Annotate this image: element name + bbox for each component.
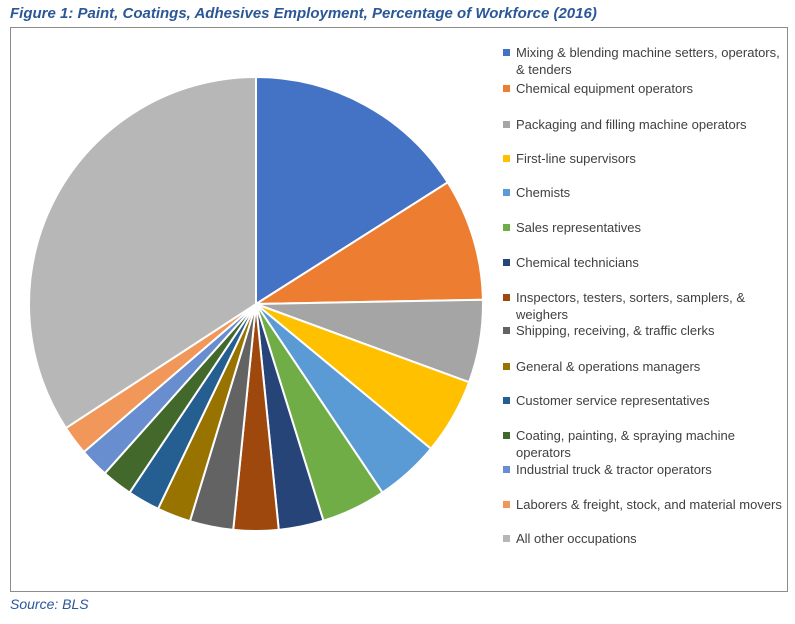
legend-label: Chemists <box>516 185 571 200</box>
legend-swatch <box>503 224 510 231</box>
legend-label: Packaging and filling machine operators <box>516 117 747 132</box>
legend-swatch <box>503 327 510 334</box>
legend-swatch <box>503 466 510 473</box>
figure-title: Figure 1: Paint, Coatings, Adhesives Emp… <box>10 5 597 22</box>
legend-label: All other occupations <box>516 531 637 546</box>
source-note: Source: BLS <box>10 596 89 612</box>
chart-frame <box>10 27 788 592</box>
pie-slice-1 <box>255 75 450 306</box>
legend-swatch <box>503 49 510 56</box>
legend-label: Customer service representatives <box>516 393 710 408</box>
legend-swatch <box>503 501 510 508</box>
legend-label: Inspectors, testers, sorters, samplers, … <box>516 290 746 322</box>
legend-label: Chemical technicians <box>516 255 639 270</box>
legend-swatch <box>503 294 510 301</box>
legend-swatch <box>503 155 510 162</box>
legend-label: Industrial truck & tractor operators <box>516 462 712 477</box>
legend-label: Sales representatives <box>516 220 642 235</box>
legend-label: Shipping, receiving, & traffic clerks <box>516 323 715 338</box>
legend-label: Chemical equipment operators <box>516 81 694 96</box>
legend-label: Coating, painting, & spraying machine op… <box>516 428 735 460</box>
legend-label: Mixing & blending machine setters, opera… <box>516 45 780 77</box>
legend-swatch <box>503 121 510 128</box>
pie-slice-15 <box>28 75 257 430</box>
legend-swatch <box>503 259 510 266</box>
legend-label: First-line supervisors <box>516 151 636 166</box>
legend-swatch <box>503 85 510 92</box>
legend-swatch <box>503 189 510 196</box>
legend-label: General & operations managers <box>516 359 701 374</box>
pie-slice-2 <box>252 180 484 306</box>
legend-swatch <box>503 397 510 404</box>
legend-swatch <box>503 432 510 439</box>
pie-chart <box>28 75 484 532</box>
legend-swatch <box>503 363 510 370</box>
legend-swatch <box>503 535 510 542</box>
legend-label: Laborers & freight, stock, and material … <box>516 497 782 512</box>
